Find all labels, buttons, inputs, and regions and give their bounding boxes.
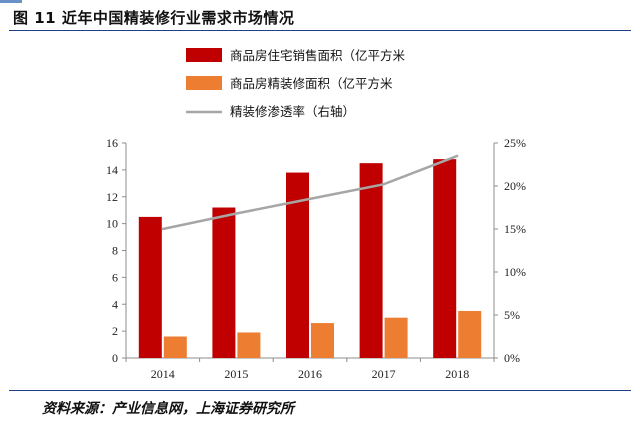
figure-title: 图 11 近年中国精装修行业需求市场情况 <box>13 9 295 27</box>
bar-sales-area-2014 <box>138 216 162 358</box>
bar-decorated-area-2015 <box>237 332 261 358</box>
title-bar: 图 11 近年中国精装修行业需求市场情况 <box>9 4 631 31</box>
y-left-tick-label: 10 <box>106 217 118 231</box>
line-point <box>308 197 312 201</box>
y-left-tick-label: 4 <box>112 297 118 311</box>
x-tick-label: 2018 <box>445 367 469 381</box>
line-penetration-rate <box>162 154 458 231</box>
y-right-tick-label: 20% <box>504 179 526 193</box>
source-note: 资料来源：产业信息网，上海证券研究所 <box>42 401 294 417</box>
y-right-tick-label: 10% <box>504 265 526 279</box>
footer-rule <box>9 390 631 391</box>
y-right-tick-label: 5% <box>504 308 520 322</box>
line-point <box>456 154 459 158</box>
header-accent-strip <box>0 0 22 3</box>
bar-decorated-area-2016 <box>311 323 334 358</box>
line-point <box>382 183 385 186</box>
bar-sales-area-2017 <box>359 163 383 358</box>
y-left-tick-label: 8 <box>112 244 118 258</box>
bar-decorated-area-2017 <box>384 317 408 358</box>
legend-label-penetration-rate: 精装修渗透率（右轴） <box>230 104 355 119</box>
y-left-tick-label: 14 <box>106 163 118 177</box>
bar-sales-area-2018 <box>433 159 457 358</box>
legend-swatch-decorated-area <box>186 76 222 90</box>
bar-decorated-area-2014 <box>163 336 187 358</box>
x-tick-label: 2016 <box>298 367 322 381</box>
bar-sales-area-2016 <box>286 172 309 358</box>
y-left-tick-label: 6 <box>112 270 118 284</box>
line-point <box>161 227 164 231</box>
y-right-tick-label: 25% <box>504 136 526 150</box>
y-left-tick-label: 12 <box>106 190 118 204</box>
bar-sales-area-2015 <box>212 207 236 358</box>
y-left-tick-label: 0 <box>112 351 118 365</box>
legend-swatch-sales-area <box>186 48 222 62</box>
y-right-tick-label: 0% <box>504 351 520 365</box>
legend-label-decorated-area: 商品房精装修面积（亿平方米 <box>230 76 393 91</box>
y-left-tick-label: 16 <box>106 136 118 150</box>
line-point <box>235 212 238 215</box>
bar-decorated-area-2018 <box>458 310 482 358</box>
y-left-tick-label: 2 <box>112 324 118 338</box>
legend-label-sales-area: 商品房住宅销售面积（亿平方米 <box>230 48 406 63</box>
x-tick-label: 2015 <box>224 367 248 381</box>
x-tick-label: 2017 <box>372 367 396 381</box>
x-tick-label: 2014 <box>151 367 175 381</box>
y-right-tick-label: 15% <box>504 222 526 236</box>
